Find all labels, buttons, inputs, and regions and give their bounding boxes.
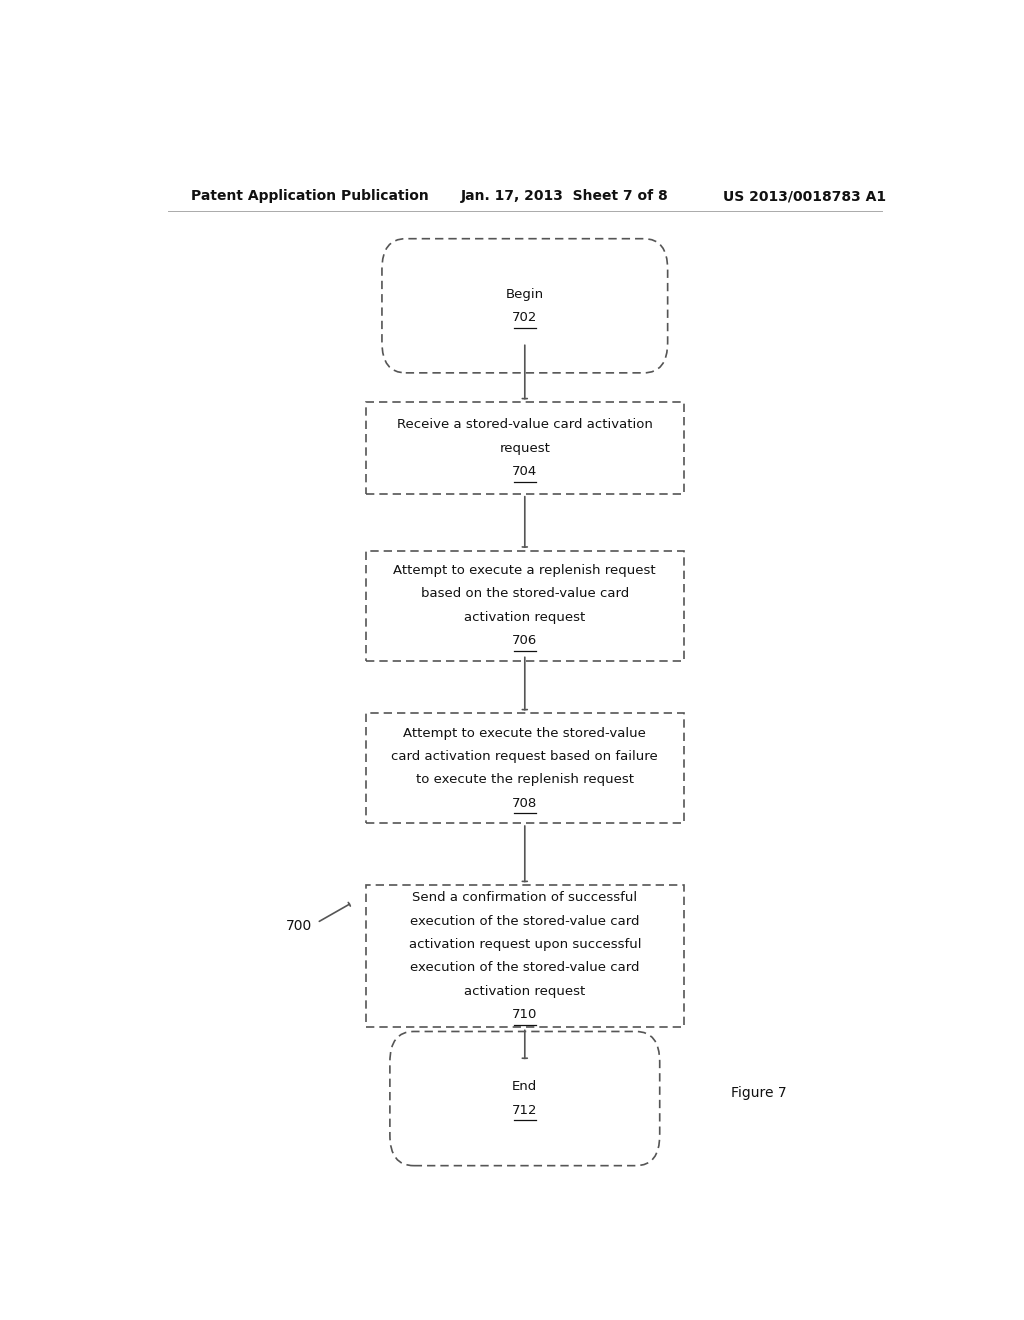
FancyBboxPatch shape: [367, 550, 684, 660]
Text: 700: 700: [286, 919, 311, 933]
Text: Attempt to execute a replenish request: Attempt to execute a replenish request: [393, 564, 656, 577]
Text: 702: 702: [512, 312, 538, 323]
FancyBboxPatch shape: [382, 239, 668, 372]
FancyBboxPatch shape: [367, 713, 684, 824]
Text: 712: 712: [512, 1104, 538, 1117]
Text: activation request: activation request: [464, 985, 586, 998]
Text: End: End: [512, 1080, 538, 1093]
Text: activation request: activation request: [464, 611, 586, 624]
Text: execution of the stored-value card: execution of the stored-value card: [410, 961, 640, 974]
Text: Receive a stored-value card activation: Receive a stored-value card activation: [397, 418, 652, 432]
Text: Begin: Begin: [506, 288, 544, 301]
Text: Figure 7: Figure 7: [731, 1086, 786, 1101]
FancyBboxPatch shape: [390, 1031, 659, 1166]
FancyBboxPatch shape: [367, 886, 684, 1027]
Text: Attempt to execute the stored-value: Attempt to execute the stored-value: [403, 727, 646, 739]
Text: execution of the stored-value card: execution of the stored-value card: [410, 915, 640, 928]
Text: activation request upon successful: activation request upon successful: [409, 939, 641, 952]
Text: Patent Application Publication: Patent Application Publication: [191, 189, 429, 203]
Text: US 2013/0018783 A1: US 2013/0018783 A1: [723, 189, 887, 203]
Text: Jan. 17, 2013  Sheet 7 of 8: Jan. 17, 2013 Sheet 7 of 8: [461, 189, 669, 203]
Text: Send a confirmation of successful: Send a confirmation of successful: [413, 891, 637, 904]
Text: card activation request based on failure: card activation request based on failure: [391, 750, 658, 763]
Text: request: request: [500, 442, 550, 454]
Text: 708: 708: [512, 797, 538, 809]
Text: 710: 710: [512, 1008, 538, 1022]
FancyBboxPatch shape: [367, 403, 684, 494]
Text: 704: 704: [512, 465, 538, 478]
Text: based on the stored-value card: based on the stored-value card: [421, 587, 629, 601]
Text: to execute the replenish request: to execute the replenish request: [416, 774, 634, 787]
Text: 706: 706: [512, 634, 538, 647]
